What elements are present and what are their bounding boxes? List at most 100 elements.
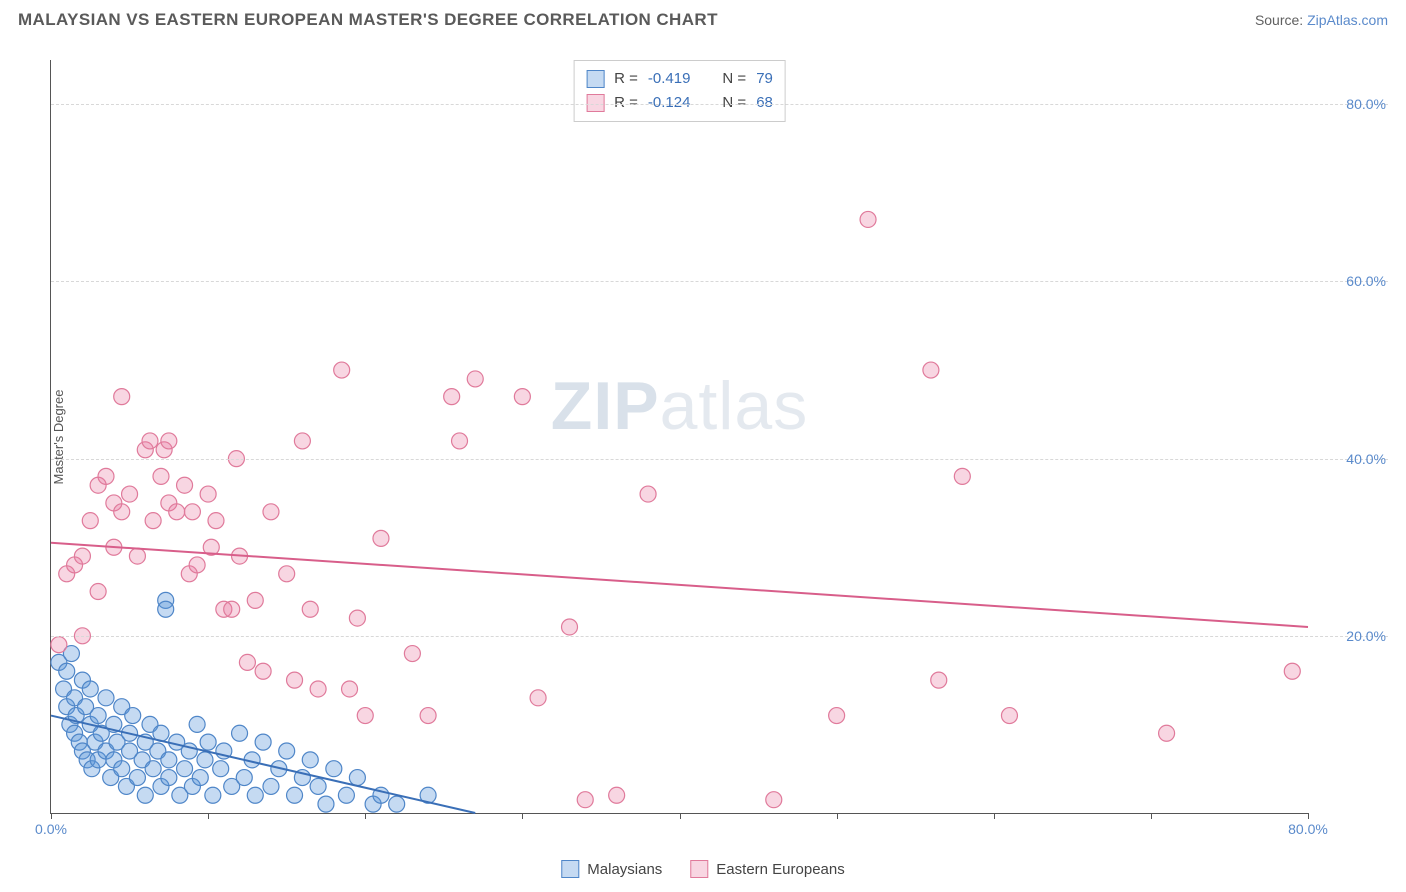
data-point: [302, 601, 318, 617]
chart-title: MALAYSIAN VS EASTERN EUROPEAN MASTER'S D…: [18, 10, 718, 30]
corr-row-1: R = -0.124 N = 68: [586, 91, 773, 115]
r-value-1: -0.124: [648, 91, 691, 115]
xtick-label: 0.0%: [35, 821, 67, 837]
data-point: [145, 513, 161, 529]
n-label-1: N =: [722, 91, 746, 115]
data-point: [137, 787, 153, 803]
data-point: [90, 584, 106, 600]
xtick: [1151, 813, 1152, 819]
data-point: [169, 504, 185, 520]
data-point: [213, 761, 229, 777]
legend-item-0: Malaysians: [561, 860, 662, 878]
data-point: [357, 708, 373, 724]
data-point: [514, 389, 530, 405]
data-point: [338, 787, 354, 803]
data-point: [954, 468, 970, 484]
data-point: [114, 389, 130, 405]
xtick-label: 80.0%: [1288, 821, 1328, 837]
xtick: [522, 813, 523, 819]
scatter-svg: [51, 60, 1308, 813]
data-point: [161, 752, 177, 768]
legend-item-1: Eastern Europeans: [690, 860, 844, 878]
data-point: [279, 743, 295, 759]
ytick-label: 40.0%: [1346, 451, 1386, 467]
data-point: [129, 548, 145, 564]
swatch-series-1: [586, 94, 604, 112]
plot-area: Master's Degree ZIPatlas R = -0.419 N = …: [50, 60, 1308, 814]
data-point: [177, 761, 193, 777]
data-point: [90, 708, 106, 724]
data-point: [255, 663, 271, 679]
correlation-box: R = -0.419 N = 79 R = -0.124 N = 68: [573, 60, 786, 122]
data-point: [51, 637, 67, 653]
data-point: [404, 646, 420, 662]
xtick: [365, 813, 366, 819]
data-point: [326, 761, 342, 777]
ytick-label: 60.0%: [1346, 273, 1386, 289]
xtick: [837, 813, 838, 819]
data-point: [236, 770, 252, 786]
data-point: [334, 362, 350, 378]
data-point: [279, 566, 295, 582]
data-point: [349, 770, 365, 786]
source-link[interactable]: ZipAtlas.com: [1307, 12, 1388, 28]
data-point: [59, 663, 75, 679]
data-point: [158, 601, 174, 617]
data-point: [829, 708, 845, 724]
data-point: [263, 504, 279, 520]
data-point: [562, 619, 578, 635]
gridline: [51, 636, 1388, 637]
legend-label-0: Malaysians: [587, 861, 662, 878]
trend-line: [51, 543, 1308, 627]
data-point: [184, 504, 200, 520]
data-point: [177, 477, 193, 493]
data-point: [255, 734, 271, 750]
data-point: [640, 486, 656, 502]
data-point: [287, 787, 303, 803]
xtick: [208, 813, 209, 819]
data-point: [923, 362, 939, 378]
data-point: [860, 211, 876, 227]
gridline: [51, 281, 1388, 282]
data-point: [189, 557, 205, 573]
data-point: [122, 486, 138, 502]
data-point: [82, 681, 98, 697]
data-point: [200, 734, 216, 750]
data-point: [294, 433, 310, 449]
data-point: [161, 770, 177, 786]
data-point: [1001, 708, 1017, 724]
n-label-0: N =: [722, 67, 746, 91]
data-point: [161, 433, 177, 449]
xtick: [994, 813, 995, 819]
swatch-series-0: [586, 70, 604, 88]
data-point: [310, 681, 326, 697]
data-point: [530, 690, 546, 706]
data-point: [287, 672, 303, 688]
xtick: [1308, 813, 1309, 819]
data-point: [98, 690, 114, 706]
data-point: [224, 601, 240, 617]
r-label-0: R =: [614, 67, 638, 91]
data-point: [263, 778, 279, 794]
data-point: [342, 681, 358, 697]
data-point: [577, 792, 593, 808]
source-credit: Source: ZipAtlas.com: [1255, 12, 1388, 28]
data-point: [444, 389, 460, 405]
data-point: [302, 752, 318, 768]
plot-wrap: Master's Degree ZIPatlas R = -0.419 N = …: [50, 60, 1388, 840]
corr-row-0: R = -0.419 N = 79: [586, 67, 773, 91]
n-value-0: 79: [756, 67, 773, 91]
data-point: [467, 371, 483, 387]
source-label: Source:: [1255, 12, 1303, 28]
legend-swatch-0: [561, 860, 579, 878]
data-point: [318, 796, 334, 812]
data-point: [205, 787, 221, 803]
data-point: [98, 468, 114, 484]
data-point: [142, 433, 158, 449]
data-point: [82, 513, 98, 529]
title-bar: MALAYSIAN VS EASTERN EUROPEAN MASTER'S D…: [0, 0, 1406, 38]
data-point: [200, 486, 216, 502]
ytick-label: 80.0%: [1346, 96, 1386, 112]
xtick: [680, 813, 681, 819]
xtick: [51, 813, 52, 819]
